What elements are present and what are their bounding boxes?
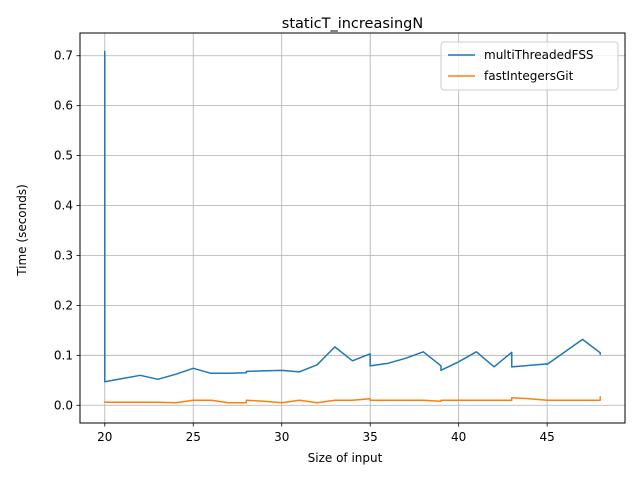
x-tick-label: 40	[451, 430, 466, 444]
legend: multiThreadedFSS fastIntegersGit	[440, 41, 619, 91]
legend-label: multiThreadedFSS	[484, 48, 594, 62]
x-tick-label: 35	[363, 430, 378, 444]
x-axis-label: Size of input	[308, 451, 383, 465]
series-layer	[104, 50, 601, 404]
y-axis-label: Time (seconds)	[15, 184, 29, 277]
y-tick-label: 0.1	[54, 348, 73, 362]
series-line-multiThreadedFSS	[104, 50, 601, 383]
chart-title: staticT_increasingN	[282, 16, 423, 32]
x-tick-label: 30	[274, 430, 289, 444]
y-tick-label: 0.0	[54, 398, 73, 412]
gridlines	[80, 33, 625, 423]
plot-frame	[79, 32, 626, 424]
y-tick-label: 0.4	[54, 199, 73, 213]
y-tick-label: 0.5	[54, 149, 73, 163]
y-tick-label: 0.3	[54, 248, 73, 262]
legend-box	[440, 41, 619, 91]
y-tick-label: 0.7	[54, 49, 73, 63]
y-tick-label: 0.2	[54, 298, 73, 312]
x-tick-label: 25	[186, 430, 201, 444]
series-line-fastIntegersGit	[104, 396, 601, 404]
x-tick-label: 45	[540, 430, 555, 444]
ticks: 20 25 30 35 40 45 0.0 0.1 0.2 0.3 0.4 0.5 0.6 0.7	[54, 49, 555, 444]
y-tick-label: 0.6	[54, 99, 73, 113]
legend-label: fastIntegersGit	[484, 69, 574, 83]
x-tick-label: 20	[97, 430, 112, 444]
